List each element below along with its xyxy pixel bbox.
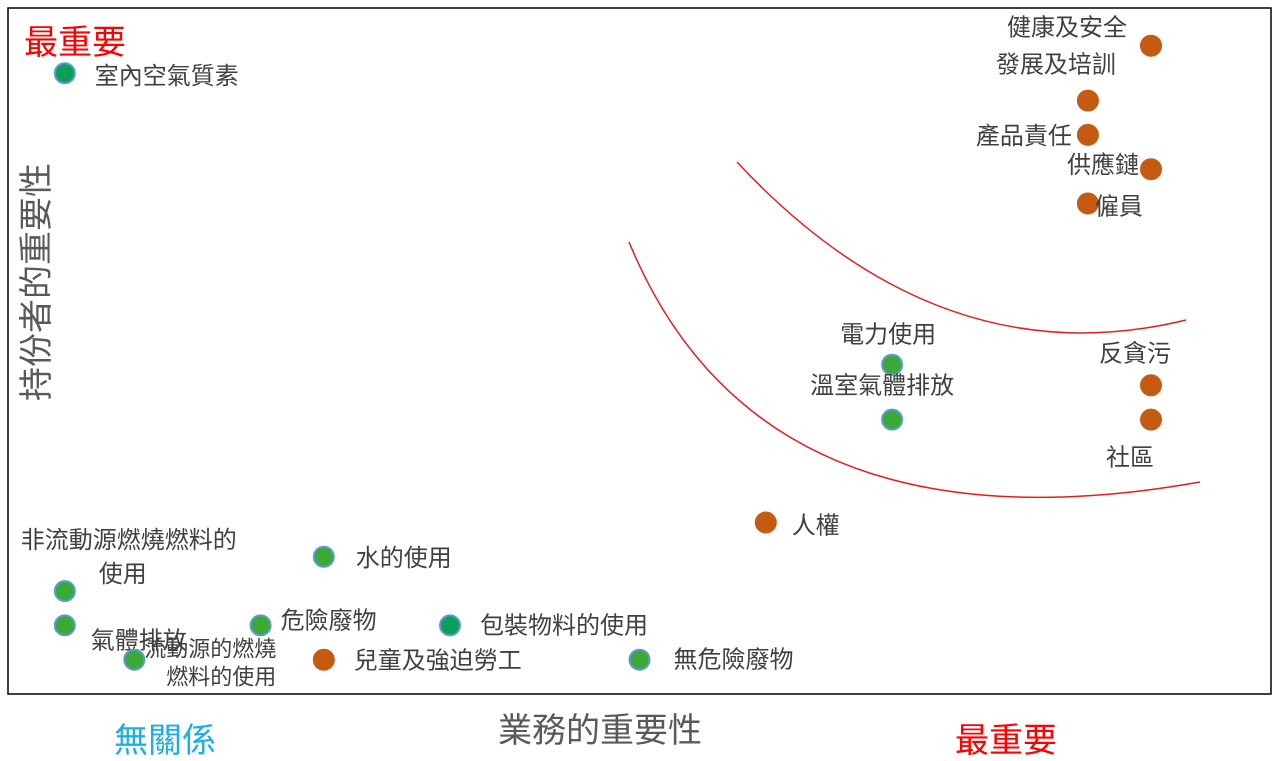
- x-axis-title: 業務的重要性: [498, 711, 702, 751]
- data-point: [628, 648, 651, 671]
- data-point: [53, 614, 76, 637]
- data-point-label: 危險廢物: [281, 606, 377, 634]
- x-axis-low-label: 無關係: [114, 721, 216, 761]
- data-point-label: 反貪污: [1099, 339, 1171, 367]
- data-point: [881, 353, 904, 376]
- data-point: [312, 545, 335, 568]
- data-point-label: 水的使用: [356, 544, 452, 572]
- data-point: [53, 580, 76, 603]
- data-point-label: 社區: [1106, 444, 1154, 472]
- data-point-label: 室內空氣質素: [95, 62, 239, 90]
- data-point: [1140, 34, 1162, 57]
- data-point: [1140, 158, 1162, 181]
- data-point: [881, 408, 904, 431]
- data-point: [1076, 89, 1099, 112]
- data-point: [1140, 374, 1162, 397]
- data-point-label: 人權: [792, 512, 840, 540]
- data-point-label: 非流動源燃燒燃料的使用: [21, 526, 237, 588]
- data-point-label: 僱員: [1095, 193, 1143, 221]
- data-point: [53, 62, 76, 85]
- data-point: [439, 614, 461, 637]
- x-axis-high-label: 最重要: [955, 721, 1057, 761]
- data-point-label: 溫室氣體排放: [810, 372, 954, 400]
- data-point-label: 兒童及強迫勞工: [354, 647, 522, 675]
- data-point-label: 無危險廢物: [674, 646, 794, 674]
- plot-frame: [7, 7, 1272, 695]
- y-axis-high-label: 最重要: [24, 23, 126, 63]
- data-point-label: 包裝物料的使用: [480, 611, 648, 639]
- data-point-label: 流動源的燃燒燃料的使用: [144, 638, 276, 691]
- data-point-label: 供應鏈: [1067, 151, 1139, 179]
- data-point: [1076, 123, 1099, 146]
- lower-threshold-curve: [628, 241, 1201, 498]
- data-point: [123, 648, 146, 671]
- data-point: [1140, 408, 1162, 431]
- y-axis-title: 持份者的重要性: [17, 163, 57, 401]
- data-point-label: 產品責任: [976, 122, 1072, 150]
- data-point-label: 發展及培訓: [996, 51, 1116, 79]
- data-point: [754, 511, 777, 534]
- data-point: [312, 648, 335, 671]
- data-point-label: 健康及安全: [1007, 14, 1127, 42]
- data-point: [249, 614, 272, 637]
- data-point: [1076, 192, 1099, 215]
- upper-threshold-curve: [736, 161, 1187, 334]
- data-point-label: 電力使用: [840, 321, 936, 349]
